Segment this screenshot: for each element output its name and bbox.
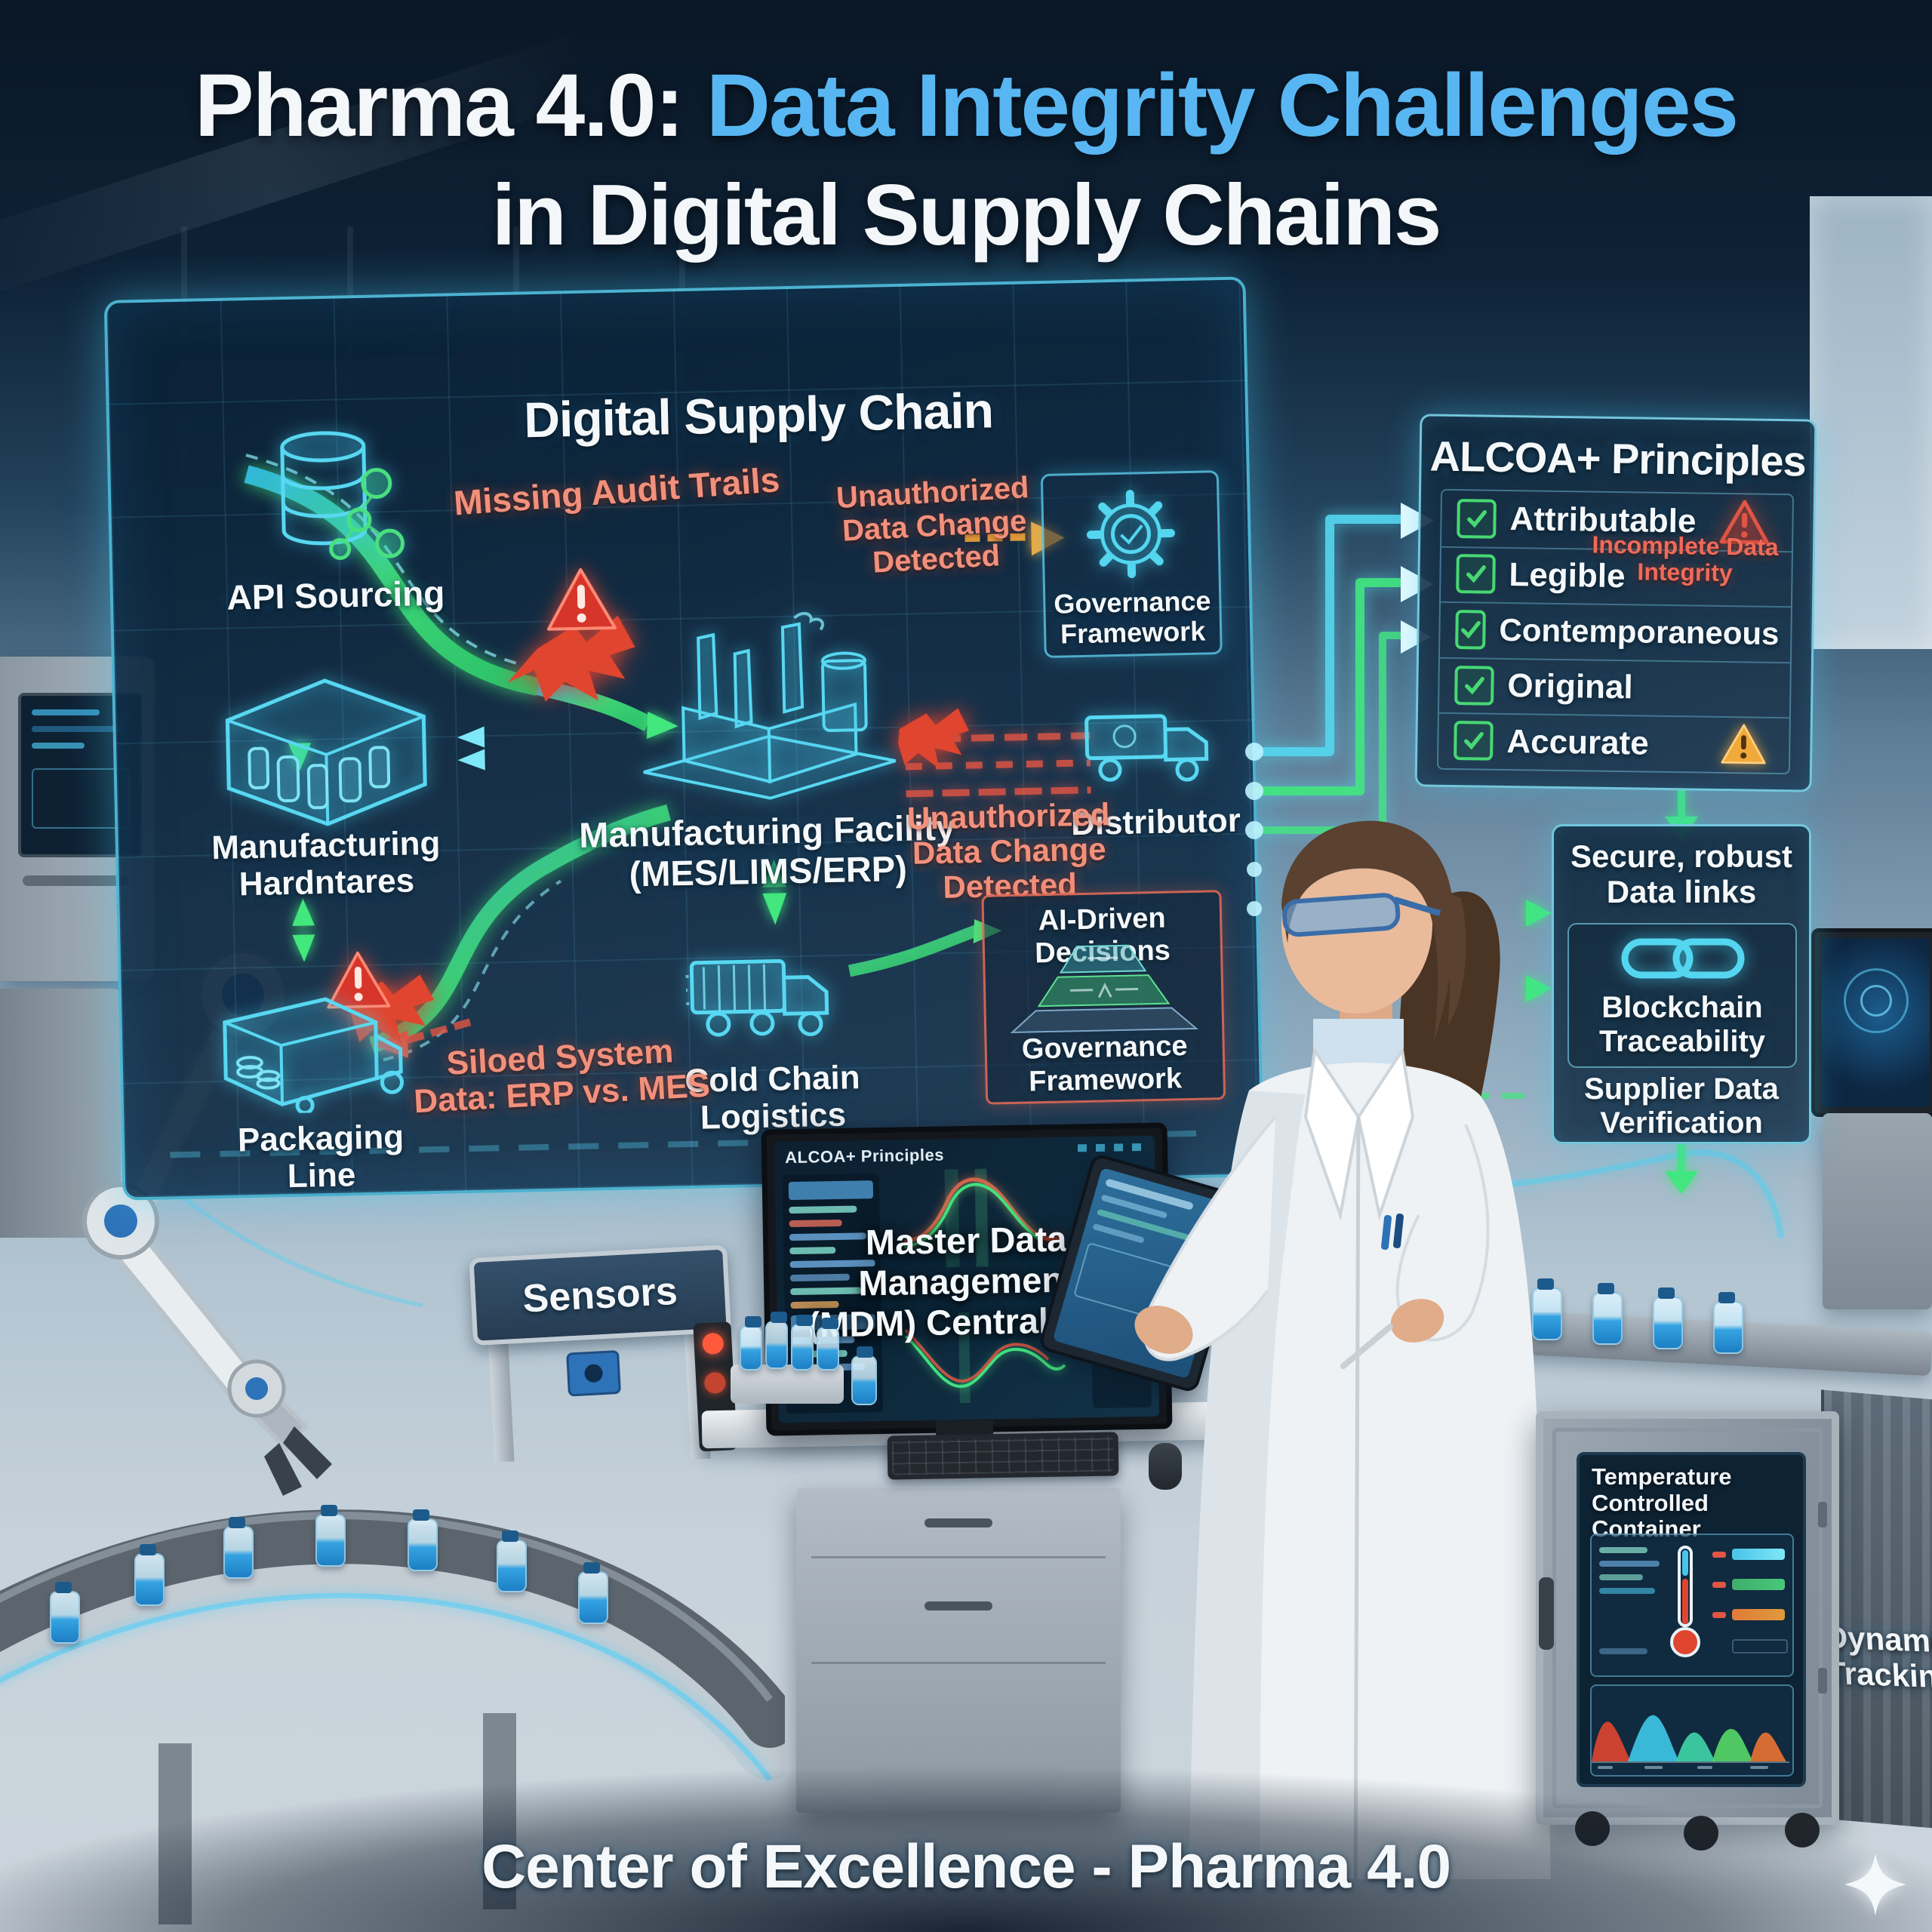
title-line2: in Digital Supply Chains [491,168,1442,263]
data-links-panel: Secure, robust Data links Blockchain Tra… [1552,824,1811,1144]
ai-decisions-box: AI-Driven Decisions Governance Framework [981,890,1226,1105]
footer-vignette [0,1758,1932,1932]
checkbox-checked-icon [1455,610,1486,650]
scientist-figure [1134,820,1551,1879]
keyboard [887,1432,1119,1480]
alcoa-item-label: Original [1507,666,1634,706]
alcoa-item-label: Contemporaneous [1499,612,1780,652]
conveyor-vial [223,1517,254,1579]
node-label-governance: Governance Framework [1053,585,1211,650]
mouse [1149,1443,1182,1490]
alcoa-row: Contemporaneous [1439,601,1791,664]
conveyor-vial [1653,1287,1683,1349]
desk-vial [851,1346,877,1405]
alert-amber-triangle-icon [1721,724,1766,764]
alcoa-panel: ALCOA+ Principles Attributable Legible [1414,414,1817,792]
desk-vial [740,1316,762,1371]
gear-icon [1086,490,1175,579]
chain-link-icon [1621,938,1745,979]
monitor-screen: ALCOA+ Principles [774,1135,1160,1423]
container-screen-title: Temperature Controlled Container [1592,1463,1732,1543]
node-label-api: API Sourcing [226,573,445,617]
warning-triangle-icon [327,951,391,1009]
desk-vial [765,1312,788,1369]
conveyor-vial [315,1505,346,1567]
telemetry-panel [1590,1534,1794,1677]
distributor-truck-icon [1084,714,1209,782]
sensors-sign: Sensors [469,1244,731,1346]
monitor-wave-bottom [904,1312,1066,1404]
alcoa-row: Accurate [1438,712,1789,773]
sensors-label: Sensors [521,1269,679,1321]
desk-vial [791,1315,814,1371]
container-side-label: Dynamic Tracking [1823,1619,1932,1695]
bright-wall-right [1810,196,1932,649]
alcoa-item-label: Accurate [1506,722,1650,762]
packaging-truck-icon [223,997,404,1115]
data-links-title: Secure, robust Data links [1570,838,1793,910]
supply-chain-screen: Digital Supply Chain [103,276,1265,1201]
factory-icon [643,611,897,800]
checkbox-checked-icon [1454,721,1494,761]
conveyor-vial [1713,1292,1743,1354]
conveyor-vial [578,1562,608,1624]
blockchain-box: Blockchain Traceability [1567,923,1797,1068]
supplier-label: Supplier Data Verification [1584,1072,1779,1140]
warning-triangle-icon [546,568,617,631]
checkbox-checked-icon [1457,498,1497,539]
page-title: Pharma 4.0: Data Integrity Challenges in… [0,54,1932,265]
conveyor-vial [50,1582,80,1644]
desk-vial [817,1318,839,1371]
checkbox-checked-icon [1456,554,1496,595]
alcoa-note: Incomplete Data Integrity [1592,531,1779,586]
warehouse-icon [225,678,427,826]
monitor-header: ALCOA+ Principles [784,1145,945,1168]
cold-chain-truck-icon [685,958,829,1037]
monitor: ALCOA+ Principles [761,1122,1173,1436]
footer-caption: Center of Excellence - Pharma 4.0 [481,1832,1451,1901]
conveyor-vial [134,1544,165,1606]
conveyor-vial [408,1509,438,1571]
decision-pyramid [1010,944,1198,1034]
conveyor-vial [497,1531,527,1592]
lab-cart-right [1823,1113,1932,1309]
lab-monitor-right [1811,928,1932,1117]
alcoa-row: Legible [1440,546,1792,608]
monitor-wave-top [903,1168,1064,1268]
title-prefix: Pharma 4.0: [194,56,685,155]
title-highlight: Data Integrity Challenges [706,56,1739,155]
conveyor-vial [1592,1283,1623,1345]
sensor-device [566,1349,622,1397]
blockchain-label: Blockchain Traceability [1598,991,1766,1058]
thermometer-icon [1670,1546,1700,1657]
sparkle-icon [1844,1854,1906,1915]
governance-node: Governance Framework [1040,470,1223,658]
node-label-packaging: Packaging Line [237,1118,405,1195]
node-label-warehouse: Manufacturing Hardntares [211,824,441,903]
checkbox-checked-icon [1454,665,1494,706]
conveyor-vial [1532,1278,1562,1340]
tube-rack [731,1364,844,1404]
container-screen: Temperature Controlled Container [1577,1452,1806,1787]
warning-unauthorized-top: Unauthorized Data Change Detected [835,470,1030,580]
alcoa-title: ALCOA+ Principles [1429,432,1807,485]
container-handle [1539,1577,1554,1650]
alert-red-triangle-icon [1719,500,1769,544]
alcoa-row: Original [1438,657,1790,719]
warning-unauthorized-mid: Unauthorized Data Change Detected [906,796,1110,906]
database-icon [280,431,405,560]
alcoa-row: Attributable [1441,490,1793,552]
